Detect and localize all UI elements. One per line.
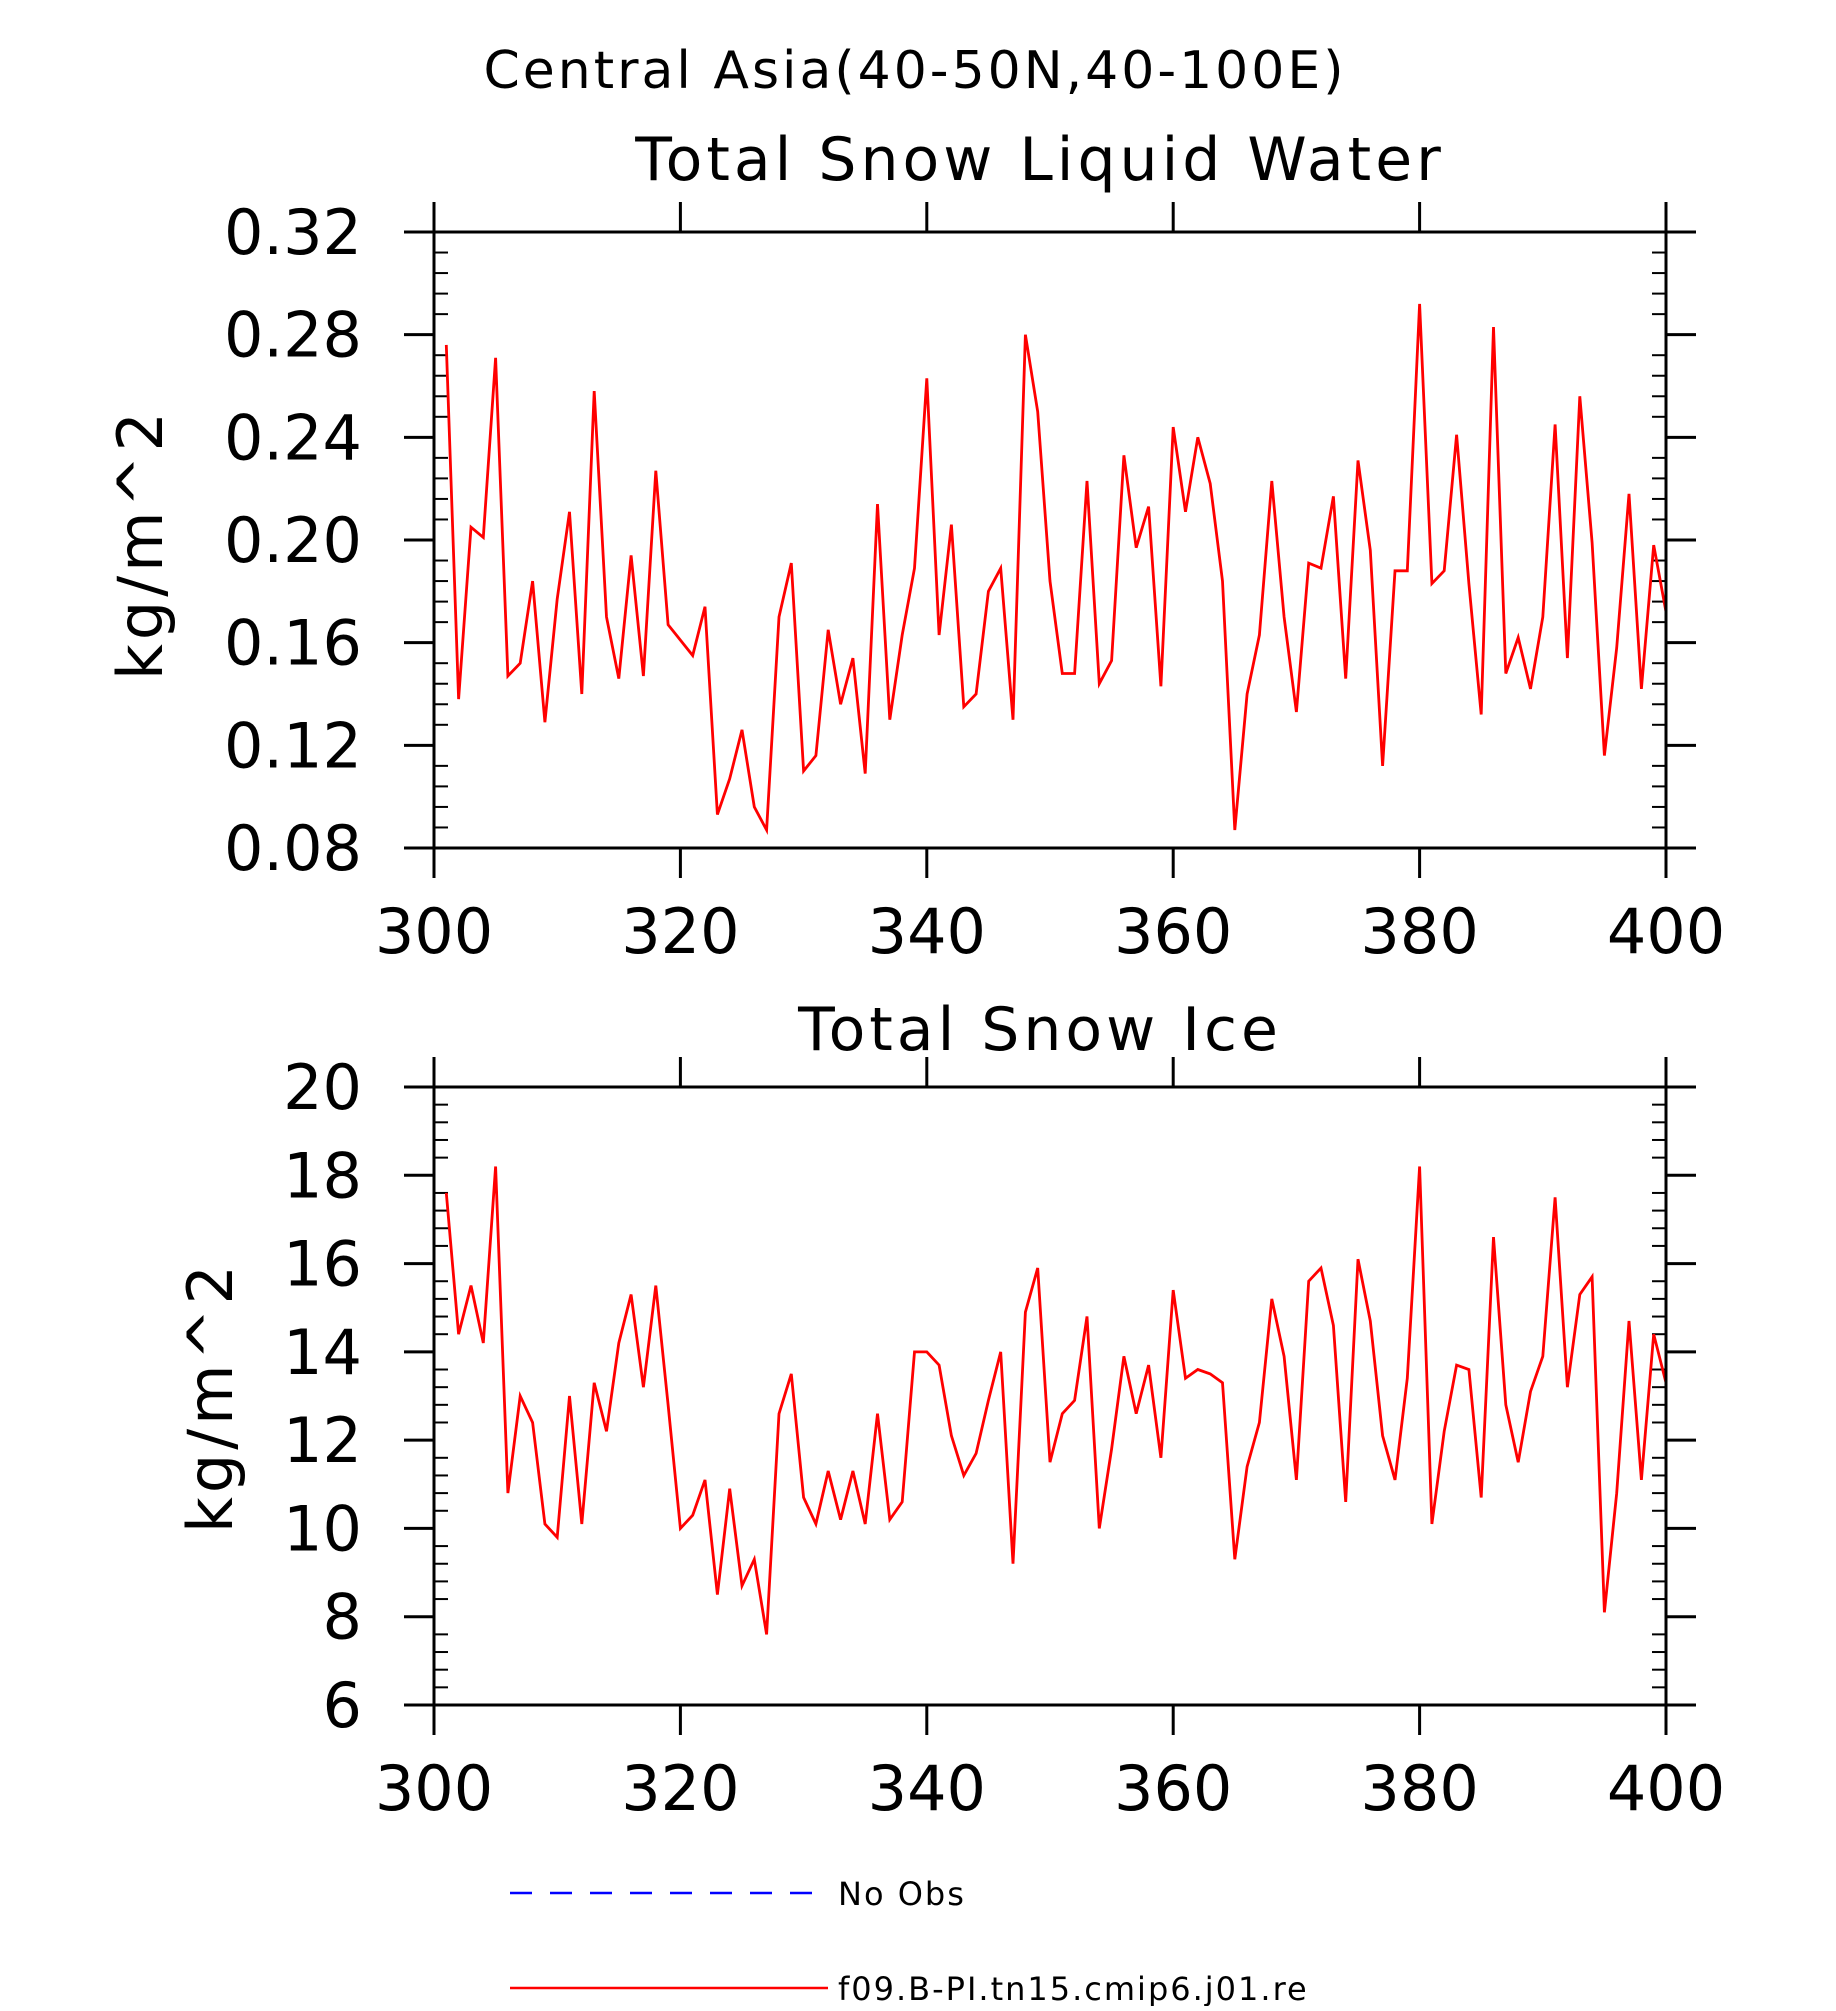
data-series [444,1166,1668,1635]
x-tick-label: 320 [621,1752,739,1825]
plot-frame [432,1085,1668,1707]
x-tick-label: 400 [1607,895,1725,968]
x-tick-label: 320 [621,895,739,968]
x-tick-label: 360 [1114,1752,1232,1825]
x-tick-label: 340 [868,1752,986,1825]
y-tick-label: 12 [283,1404,362,1477]
y-tick-label: 0.08 [224,812,362,885]
x-tick-label: 340 [868,895,986,968]
y-tick-label: 0.32 [224,196,362,269]
y-tick-label: 20 [283,1051,362,1124]
axis-tick-labels: 300 320 340 360 380 400 0.08 0.12 0.16 0.20 0.24 0.… [224,196,1725,968]
y-tick-label: 0.24 [224,401,362,474]
y-tick-label: 0.20 [224,504,362,577]
y-axis-label: kg/m^2 [174,1261,247,1533]
data-series [444,303,1668,836]
legend-label: No Obs [838,1875,966,1913]
panel-snow-liquid-water: Total Snow Liquid Water kg/m^2 300 320 340… [104,125,1725,968]
y-tick-label: 8 [323,1581,362,1654]
x-tick-label: 380 [1360,895,1478,968]
legend: No Obs f09.B-PI.tn15.cmip6.j01.re [510,1875,1309,2008]
panel-title: Total Snow Ice [797,995,1282,1065]
y-axis-label: kg/m^2 [104,408,177,680]
x-tick-label: 400 [1607,1752,1725,1825]
x-tick-label: 380 [1360,1752,1478,1825]
x-tick-label: 300 [375,1752,493,1825]
figure-title: Central Asia(40-50N,40-100E) [484,41,1347,101]
series-line [444,303,1668,836]
y-tick-label: 10 [283,1492,362,1565]
y-tick-label: 16 [283,1228,362,1301]
legend-label: f09.B-PI.tn15.cmip6.j01.re [838,1970,1309,2006]
series-line [444,1166,1668,1635]
axis-ticks [404,1057,1696,1735]
axis-tick-labels: 300 320 340 360 380 400 6 8 10 12 14 16 18 20 [283,1051,1725,1825]
panel-title: Total Snow Liquid Water [634,125,1445,195]
legend-item-obs: No Obs [510,1875,966,1913]
x-tick-label: 300 [375,895,493,968]
y-tick-label: 14 [283,1316,362,1389]
y-tick-label: 0.28 [224,299,362,372]
y-tick-label: 0.16 [224,607,362,680]
panel-snow-ice: Total Snow Ice kg/m^2 300 320 340 360 380 400… [174,995,1725,1825]
x-tick-label: 360 [1114,895,1232,968]
y-tick-label: 6 [323,1669,362,1742]
plot-frame [432,230,1668,850]
y-tick-label: 0.12 [224,709,362,782]
legend-item-model: f09.B-PI.tn15.cmip6.j01.re [510,1970,1309,2008]
y-tick-label: 18 [283,1139,362,1212]
axis-ticks [404,202,1696,878]
